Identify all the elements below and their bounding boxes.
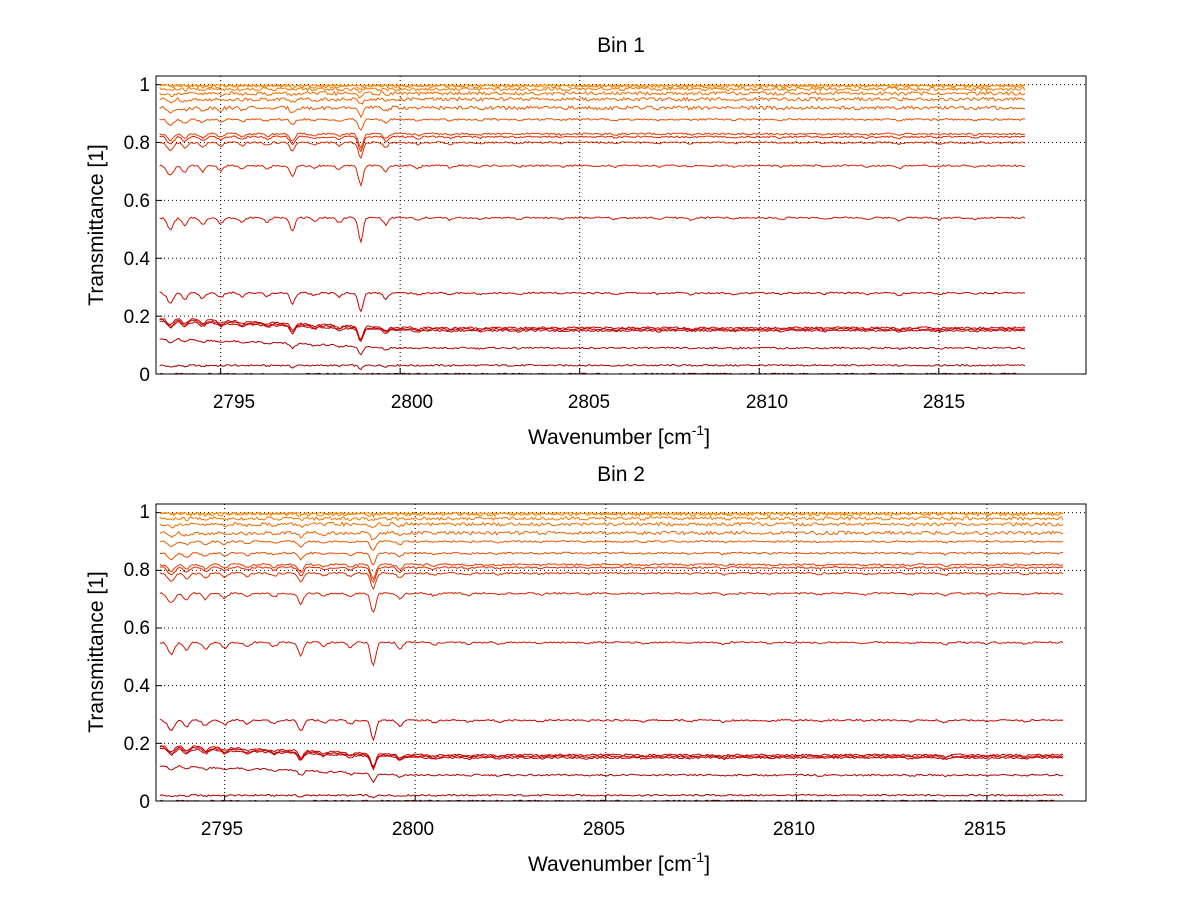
- x-tick-label: 2810: [773, 819, 815, 840]
- plot-area: [159, 83, 1026, 375]
- series-line: [159, 793, 1064, 799]
- y-axis-label: Transmittance [1]: [85, 144, 108, 305]
- series-line: [159, 117, 1026, 131]
- series-line: [159, 521, 1064, 529]
- series-line: [159, 565, 1064, 584]
- x-tick-label: 2795: [201, 819, 243, 840]
- x-axis-label-sup: -1: [692, 422, 705, 438]
- series-line: [159, 338, 1026, 356]
- series-line: [159, 318, 1026, 340]
- series-line: [159, 84, 1026, 88]
- series-line: [159, 132, 1026, 150]
- series-line: [159, 135, 1026, 153]
- series-line: [159, 86, 1026, 94]
- y-tick-label: 0.4: [124, 249, 151, 270]
- x-tick-label: 2805: [583, 819, 625, 840]
- panel-bin-2: Bin 2 2795 2800 2805 2810 2815 0 0.2 0.4…: [85, 463, 1087, 876]
- series-line: [159, 571, 1064, 591]
- panel-title: Bin 2: [597, 463, 645, 486]
- plot-area: [159, 511, 1064, 802]
- x-tick-label: 2800: [392, 819, 434, 840]
- series-line: [159, 105, 1025, 119]
- y-tick-label: 0.8: [124, 133, 150, 154]
- x-tick-label: 2805: [568, 392, 610, 413]
- y-tick-label: 0.2: [124, 734, 150, 755]
- series-line: [159, 216, 1026, 244]
- series-line: [159, 591, 1064, 613]
- y-tick-labels: 0 0.2 0.4 0.6 0.8 1: [124, 75, 151, 386]
- x-axis-label-main: Wavenumber [cm: [528, 853, 692, 876]
- series-line: [159, 747, 1064, 771]
- y-tick-label: 0.8: [124, 560, 150, 581]
- x-tick-label: 2815: [964, 819, 1006, 840]
- series-line: [159, 164, 1026, 188]
- series-line: [159, 563, 1064, 581]
- y-axis-label: Transmittance [1]: [85, 571, 108, 732]
- y-tick-label: 0: [139, 792, 150, 813]
- x-tick-labels: 2795 2800 2805 2810 2815: [213, 392, 965, 413]
- y-tick-label: 1: [139, 502, 150, 523]
- y-tick-labels: 0 0.2 0.4 0.6 0.8 1: [124, 502, 151, 813]
- x-tick-labels: 2795 2800 2805 2810 2815: [201, 819, 1006, 840]
- x-axis-label-sup: -1: [692, 849, 705, 865]
- series-line: [159, 745, 1064, 769]
- panel-title: Bin 1: [597, 34, 645, 57]
- series-line: [159, 512, 1064, 516]
- x-axis-label: Wavenumber [cm-1]: [528, 849, 710, 876]
- series-line: [159, 318, 1026, 341]
- series-line: [159, 530, 1064, 541]
- y-tick-label: 0: [139, 365, 150, 386]
- series-line: [159, 363, 1026, 371]
- series-line: [159, 141, 1026, 160]
- x-tick-label: 2815: [923, 392, 965, 413]
- x-axis-label-end: ]: [704, 426, 710, 449]
- y-tick-label: 0.2: [124, 307, 150, 328]
- x-tick-label: 2795: [213, 392, 255, 413]
- series-line: [159, 291, 1026, 313]
- x-axis-label: Wavenumber [cm-1]: [528, 422, 710, 449]
- x-tick-label: 2810: [746, 392, 788, 413]
- axes-frame: [155, 503, 1087, 802]
- series-line: [159, 90, 1026, 99]
- y-tick-label: 1: [139, 75, 150, 96]
- series-line: [159, 96, 1026, 105]
- series-line: [159, 551, 1064, 566]
- y-tick-label: 0.6: [124, 618, 150, 639]
- series-line: [159, 640, 1064, 667]
- series-line: [159, 540, 1064, 551]
- x-tick-label: 2800: [391, 392, 433, 413]
- x-axis-label-main: Wavenumber [cm: [528, 426, 692, 449]
- y-tick-label: 0.4: [124, 676, 151, 697]
- panel-bin-1: Bin 1 2795 2800 2805 2810 2815 0 0.2 0.4…: [85, 34, 1087, 449]
- axes-frame: [155, 75, 1087, 375]
- x-axis-label-end: ]: [704, 853, 710, 876]
- series-line: [159, 745, 1064, 768]
- series-line: [159, 765, 1064, 784]
- series-line: [159, 320, 1026, 343]
- series-line: [159, 718, 1064, 742]
- series-line: [159, 515, 1064, 522]
- y-tick-label: 0.6: [124, 191, 150, 212]
